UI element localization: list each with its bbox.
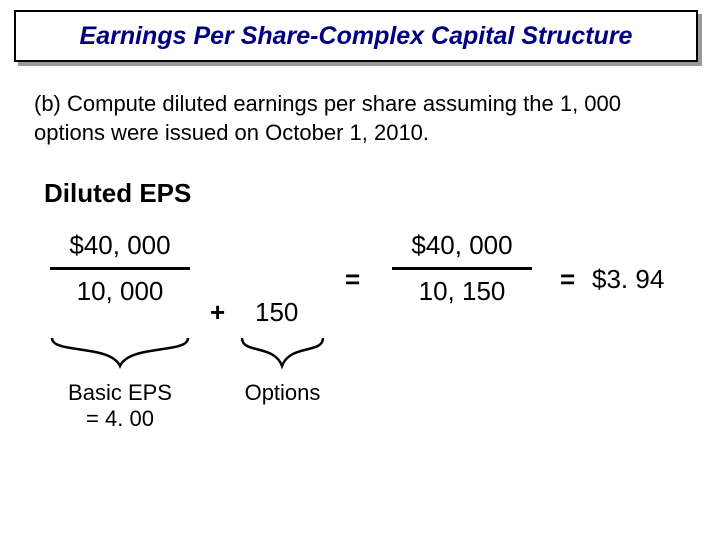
diluted-eps-result: $3. 94 xyxy=(592,264,664,295)
frac2-rule xyxy=(392,267,532,270)
slide-title: Earnings Per Share-Complex Capital Struc… xyxy=(14,10,698,62)
caption-options: Options xyxy=(230,380,335,406)
plus-sign: + xyxy=(210,297,225,328)
frac1-denominator: 10, 000 xyxy=(50,274,190,307)
options-shares-value: 150 xyxy=(255,297,298,328)
frac2-numerator: $40, 000 xyxy=(392,230,532,263)
problem-statement: (b) Compute diluted earnings per share a… xyxy=(34,90,674,147)
frac1-rule xyxy=(50,267,190,270)
equals-sign-1: = xyxy=(345,264,360,295)
frac2-denominator: 10, 150 xyxy=(392,274,532,307)
fraction-basic: $40, 000 10, 000 xyxy=(50,230,190,307)
fraction-diluted: $40, 000 10, 150 xyxy=(392,230,532,307)
equals-sign-2: = xyxy=(560,264,575,295)
caption-basic-eps-line1: Basic EPS xyxy=(68,380,172,405)
frac1-numerator: $40, 000 xyxy=(50,230,190,263)
slide: Earnings Per Share-Complex Capital Struc… xyxy=(0,0,720,540)
caption-basic-eps-line2: = 4. 00 xyxy=(86,406,154,431)
section-label-diluted-eps: Diluted EPS xyxy=(44,178,191,209)
brace-icon xyxy=(240,336,325,376)
caption-basic-eps: Basic EPS = 4. 00 xyxy=(50,380,190,433)
brace-icon xyxy=(50,336,190,376)
